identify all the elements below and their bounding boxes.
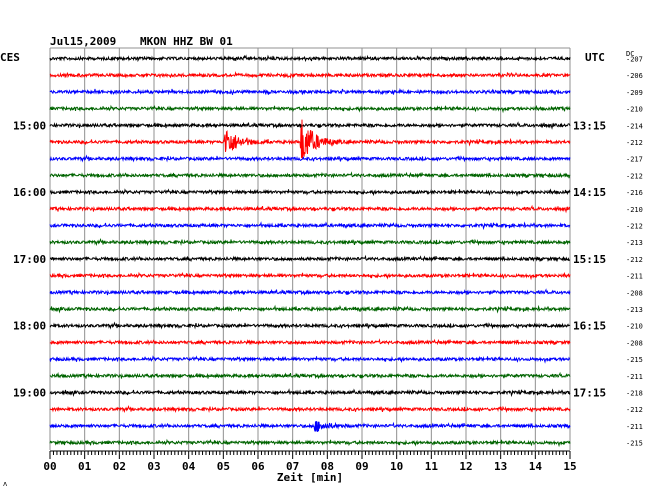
left-time-label: 15:00 [13,119,46,132]
left-time-label: 18:00 [13,320,46,333]
trace-line [49,371,571,380]
minute-grid [49,47,571,450]
dc-offset-label: -212 [626,172,643,180]
right-time-label: 15:15 [573,253,606,266]
trace-line [49,154,571,163]
right-time-label: 13:15 [573,119,606,132]
trace-line [49,438,571,448]
dc-offset-label: -214 [626,122,643,130]
x-tick-label: 01 [78,460,92,473]
trace-line [49,119,571,160]
dc-offset-label: -211 [626,273,643,281]
dc-offset-label: -215 [626,356,643,364]
dc-offset-label: -211 [626,423,643,431]
x-tick-label: 05 [217,460,230,473]
seismic-traces: -207 -206 -209 -210 -214 -212 -217 -212 -216 -210… [49,54,643,448]
dc-offset-label: -206 [626,72,643,80]
dc-offset-label: -212 [626,223,643,231]
dc-offset-label: -210 [626,323,643,331]
trace-line [49,355,571,364]
trace-line [49,288,571,296]
trace-line [49,421,571,432]
dc-offset-label: -210 [626,206,643,214]
dc-offset-label: -211 [626,373,643,381]
trace-line [49,388,571,398]
dc-offset-label: -209 [626,89,643,97]
timezone-left-label: CES [0,51,20,64]
dc-header-label: DC [626,50,634,58]
time-labels: 15:00 16:00 17:00 18:00 19:00 13:15 14:15 15:15… [13,119,606,399]
left-time-label: 19:00 [13,387,46,400]
x-tick-label: 08 [321,460,334,473]
x-tick-label: 00 [43,460,56,473]
trace-line [50,254,571,263]
trace-line [49,70,571,80]
x-tick-label: 12 [459,460,472,473]
x-tick-label: 03 [147,460,160,473]
dc-offset-label: -217 [626,156,643,164]
trace-line [49,321,571,330]
x-tick-label: 07 [286,460,299,473]
corner-mark: ʌ [3,480,7,488]
x-tick-label: 04 [182,460,196,473]
x-tick-label: 09 [355,460,368,473]
dc-offset-label: -210 [626,106,643,114]
trace-line [49,121,571,130]
x-tick-label: 02 [113,460,126,473]
dc-offset-label: -213 [626,239,643,247]
date-label: Jul15,2009 [50,35,116,48]
dc-offset-label: -208 [626,289,643,297]
x-tick-label: 13 [494,460,507,473]
dc-offset-label: -208 [626,339,643,347]
dc-offset-label: -212 [626,139,643,147]
trace-line [49,171,571,179]
dc-offset-label: -218 [626,390,643,398]
dc-offset-label: -212 [626,406,643,414]
trace-line [49,238,571,247]
x-axis: 00 01 02 03 04 05 06 07 08 09 10 11 12 13 14 15 [43,450,577,473]
trace-line [49,54,571,63]
trace-line [49,87,571,96]
trace-line [49,188,571,197]
right-time-label: 16:15 [573,320,606,333]
dc-offset-label: -212 [626,256,643,264]
trace-line [49,405,571,414]
x-axis-label: Zeit [min] [277,471,343,484]
left-time-label: 17:00 [13,253,46,266]
station-label: MKON HHZ BW 01 [140,35,233,48]
right-time-label: 17:15 [573,387,606,400]
left-time-label: 16:00 [13,186,46,199]
trace-line [49,104,571,114]
dc-offset-label: -213 [626,306,643,314]
trace-line [49,304,571,314]
dc-offset-label: -215 [626,440,643,448]
x-tick-label: 14 [529,460,543,473]
x-tick-label: 15 [563,460,576,473]
x-tick-label: 06 [251,460,265,473]
dc-offset-label: -207 [626,56,643,64]
trace-line [49,338,571,346]
trace-line [49,204,570,214]
trace-line [49,271,571,281]
x-tick-label: 11 [425,460,439,473]
trace-line [49,221,571,231]
dc-offset-label: -216 [626,189,643,197]
right-time-label: 14:15 [573,186,606,199]
timezone-right-label: UTC [585,51,605,64]
x-tick-label: 10 [390,460,403,473]
